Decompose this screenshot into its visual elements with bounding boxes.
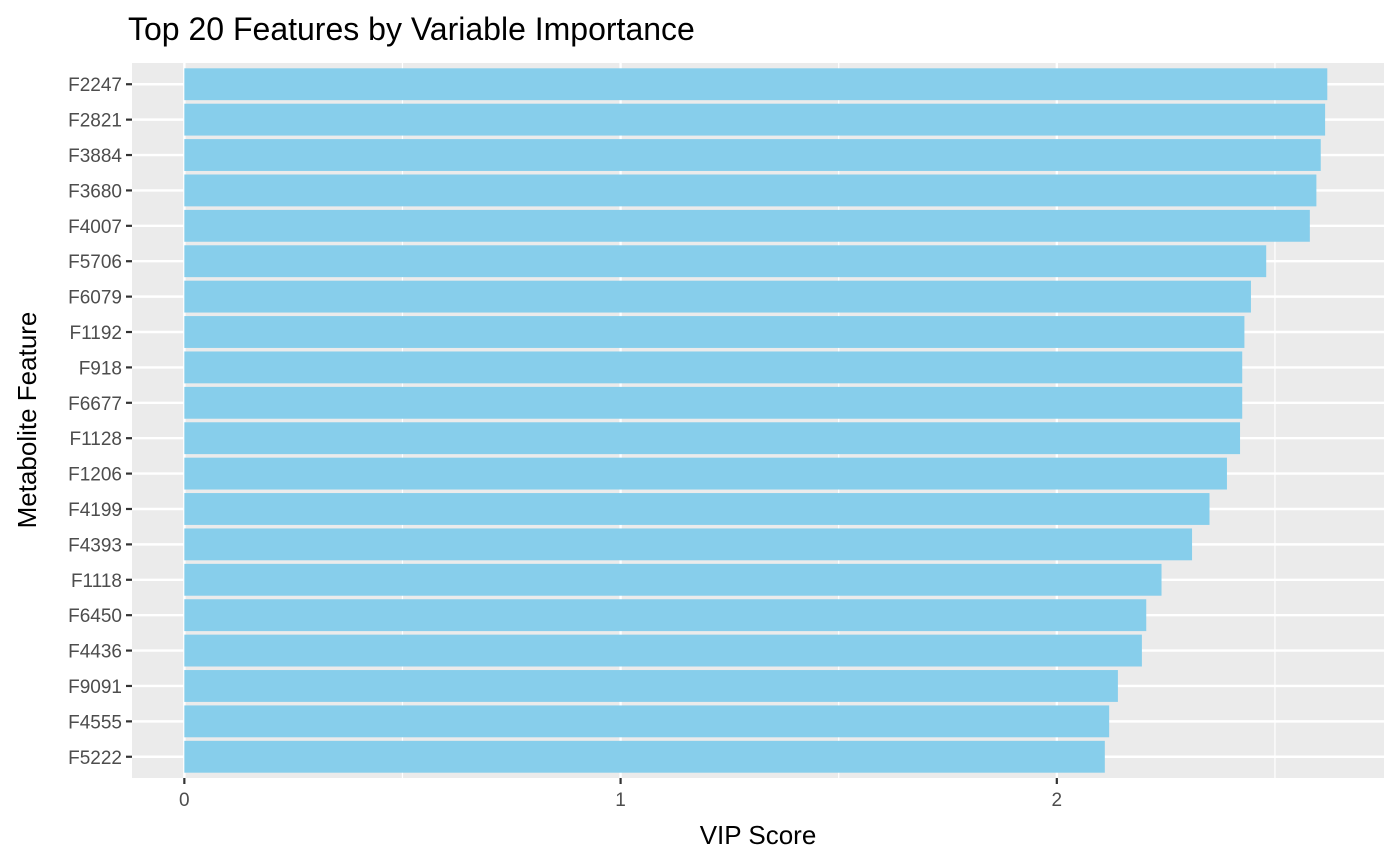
x-axis: 0 1 2 xyxy=(179,778,1062,811)
y-tick-label: F1206 xyxy=(68,465,122,486)
bar xyxy=(184,316,1245,348)
y-tick-label: F5222 xyxy=(68,748,122,769)
y-axis: F2247 F2821 F3884 F3680 F4007 F5706 F6079 F1192… xyxy=(68,75,132,769)
y-tick-label: F6079 xyxy=(68,288,122,309)
y-tick-label: F3680 xyxy=(68,181,122,202)
bar xyxy=(184,457,1227,490)
y-tick-label: F3884 xyxy=(68,146,122,167)
y-tick-label: F4199 xyxy=(68,500,122,521)
y-tick-label: F1192 xyxy=(70,323,122,344)
y-tick-label: F4436 xyxy=(68,642,122,663)
x-tick-label: 1 xyxy=(615,790,626,811)
chart-title: Top 20 Features by Variable Importance xyxy=(128,11,695,47)
bar xyxy=(184,68,1328,101)
y-tick-label: F918 xyxy=(79,358,122,379)
y-tick-label: F4393 xyxy=(68,535,122,556)
bar xyxy=(184,386,1243,419)
bar xyxy=(184,563,1162,596)
y-axis-title: Metabolite Feature xyxy=(12,312,42,529)
bar xyxy=(184,422,1241,455)
bar xyxy=(184,634,1142,667)
bar xyxy=(184,245,1267,278)
x-axis-title: VIP Score xyxy=(700,820,817,850)
y-tick-label: F6677 xyxy=(68,394,122,415)
bar xyxy=(184,280,1251,313)
y-tick-label: F1128 xyxy=(70,429,122,450)
bar xyxy=(184,493,1210,525)
bar xyxy=(184,351,1243,384)
bar xyxy=(184,705,1110,738)
bar xyxy=(184,670,1118,702)
bar xyxy=(184,599,1147,632)
x-tick-label: 0 xyxy=(179,790,190,811)
y-tick-label: F6450 xyxy=(68,606,122,627)
bar xyxy=(184,740,1105,773)
y-tick-label: F4007 xyxy=(68,217,122,238)
y-tick-label: F2821 xyxy=(68,111,122,132)
y-tick-label: F5706 xyxy=(68,252,122,273)
y-tick-label: F9091 xyxy=(68,677,122,698)
y-tick-label: F2247 xyxy=(68,75,122,96)
x-tick-label: 2 xyxy=(1052,790,1063,811)
bar xyxy=(184,139,1321,171)
y-tick-label: F4555 xyxy=(68,712,122,733)
bar xyxy=(184,103,1326,136)
bar xyxy=(184,528,1193,561)
bar xyxy=(184,209,1310,242)
bar xyxy=(184,174,1317,207)
y-tick-label: F1118 xyxy=(71,571,122,592)
bars xyxy=(184,68,1328,773)
